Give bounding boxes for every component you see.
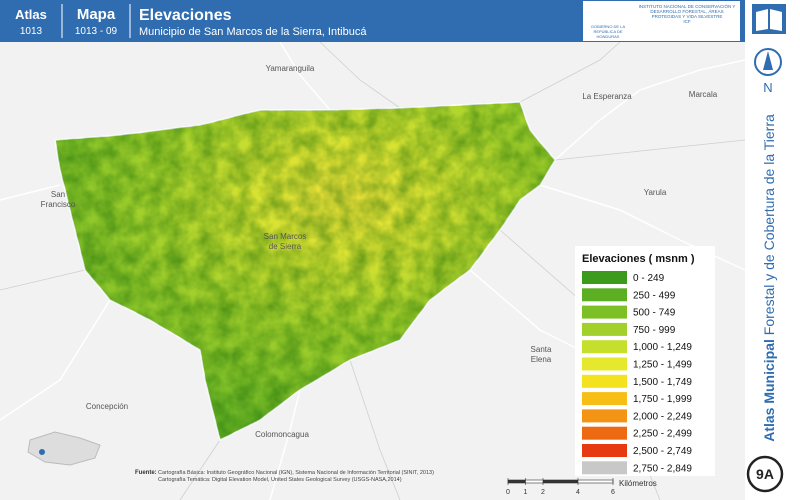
legend-swatch (582, 357, 627, 371)
scale-label: 4 (576, 489, 580, 496)
place-label: Concepción (85, 402, 129, 411)
logo-right-short: ICF (683, 19, 691, 24)
map-label: Mapa (77, 6, 116, 23)
legend-label: 2,750 - 2,849 (633, 463, 692, 474)
legend-swatch (582, 409, 627, 423)
place-label: Marcala (688, 90, 718, 99)
book-shape (756, 9, 782, 31)
sidebar-title-rest: Forestal y de Cobertura de la Tierra (761, 114, 777, 335)
legend-swatch (582, 444, 627, 457)
locator-point (39, 449, 45, 455)
sheet-circle (746, 455, 784, 493)
relief (55, 102, 555, 440)
north-arrow (763, 51, 773, 70)
place-label: Santa Elena (530, 345, 552, 364)
legend-swatch (582, 271, 627, 284)
sidebar-title-bold: Atlas Municipal (761, 339, 777, 442)
scale-segment (543, 480, 578, 483)
legend-label: 2,000 - 2,249 (633, 411, 692, 422)
logos (583, 1, 740, 41)
place-label: Yarula (643, 188, 667, 197)
scale-label: 2 (541, 489, 545, 496)
scale-segment (508, 480, 526, 483)
place-label: Yamaranguila (265, 64, 315, 73)
source-label: Fuente: (135, 470, 157, 476)
legend-swatch (582, 340, 627, 354)
legend-label: 1,250 - 1,499 (633, 360, 692, 371)
source-line: Cartografía Básica: Instituto Geográfico… (158, 470, 434, 476)
scale-label: 1 (524, 489, 528, 496)
legend-swatch (582, 461, 627, 475)
legend-label: 1,500 - 1,749 (633, 377, 692, 388)
legend-swatch (582, 392, 627, 406)
place-label: La Esperanza (582, 92, 632, 101)
locator-map (27, 431, 101, 466)
legend-label: 2,250 - 2,499 (633, 429, 692, 440)
legend-swatch (582, 305, 627, 319)
sidebar (745, 0, 800, 500)
map-number: 1013 - 09 (75, 26, 118, 37)
legend-swatch (582, 426, 627, 440)
scale-label: 6 (611, 489, 615, 496)
map-title: Elevaciones (139, 7, 232, 24)
legend-label: 1,750 - 1,999 (633, 394, 692, 405)
legend-label: 750 - 999 (633, 325, 676, 336)
legend-label: 500 - 749 (633, 308, 676, 319)
map-subtitle: Municipio de San Marcos de la Sierra, In… (139, 26, 367, 38)
atlas-number: 1013 (20, 26, 43, 37)
logo-left: GOBIERNO DE LA REPÚBLICA DE HONDURAS (590, 24, 626, 38)
logo-right: INSTITUTO NACIONAL DE CONSERVACIÓN Y DES… (638, 4, 736, 24)
legend-label: 250 - 499 (633, 290, 676, 301)
atlas-label: Atlas (15, 7, 47, 22)
legend-label: 1,000 - 1,249 (633, 342, 692, 353)
legend-label: 2,500 - 2,749 (633, 446, 692, 457)
place-label: San Francisco (40, 190, 76, 209)
place-label: Colomoncagua (255, 430, 309, 439)
legend-swatch (582, 288, 627, 302)
logo-right-text: INSTITUTO NACIONAL DE CONSERVACIÓN Y DES… (638, 4, 736, 19)
legend-title: Elevaciones ( msnm ) (582, 253, 695, 265)
legend-label: 0 - 249 (633, 273, 665, 284)
north-label: N (763, 80, 772, 95)
logo-left-text: GOBIERNO DE LA REPÚBLICA DE HONDURAS (590, 24, 626, 38)
sheet-label: 9A (756, 466, 774, 482)
sidebar-title: Atlas Municipal Forestal y de Cobertura … (761, 114, 777, 442)
legend-swatch (582, 322, 627, 336)
scale-unit: Kilómetros (619, 479, 657, 488)
source-line: Cartografía Temática: Digital Elevation … (158, 477, 402, 483)
scale-label: 0 (506, 489, 510, 496)
roads (0, 41, 746, 500)
legend-swatch (582, 374, 627, 388)
place-label: San Marcos de Sierra (263, 232, 307, 251)
